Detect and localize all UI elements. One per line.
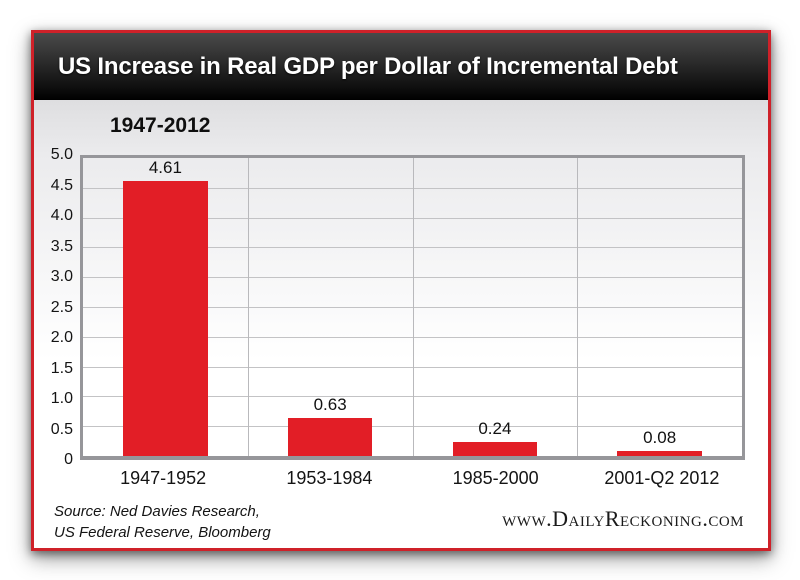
source-line-1: Source: Ned Davies Research,	[54, 503, 260, 520]
y-axis-labels: 5.0 4.5 4.0 3.5 3.0 2.5 2.0 1.5 1.0 0.5 0	[34, 146, 75, 468]
y-tick-label: 2.0	[50, 329, 73, 346]
x-tick-label: 1953-1984	[286, 468, 373, 488]
bar	[123, 181, 208, 456]
y-tick-label: 1.0	[50, 390, 73, 407]
chart-card: US Increase in Real GDP per Dollar of In…	[31, 30, 771, 551]
source-line-2: US Federal Reserve, Bloomberg	[54, 524, 271, 541]
y-tick-label: 5.0	[50, 146, 73, 163]
bar-value-label: 0.24	[478, 418, 512, 438]
y-tick-label: 1.5	[50, 359, 73, 377]
y-tick-label: 2.5	[50, 298, 73, 316]
x-axis-labels: 1947-1952 1953-1984 1985-2000 2001-Q2 2012	[80, 468, 745, 492]
vertical-gridline	[412, 158, 414, 456]
bar-value-label: 0.08	[643, 428, 677, 448]
x-tick-label: 1947-1952	[120, 468, 207, 488]
website-url: www.DailyReckoning.com	[502, 506, 744, 531]
y-tick-label: 0.5	[50, 420, 73, 438]
y-tick-label: 4.0	[50, 207, 73, 224]
y-tick-label: 0	[64, 451, 73, 468]
vertical-gridline	[577, 158, 579, 456]
x-tick-label: 1985-2000	[452, 468, 539, 488]
x-tick-label: 2001-Q2 2012	[604, 468, 720, 488]
bar	[617, 451, 702, 456]
y-tick-label: 4.5	[50, 176, 73, 194]
bar	[452, 441, 538, 456]
vertical-gridline	[247, 158, 249, 456]
chart-body: 1947-2012 5.0 4.5 4.0 3.5 3.0 2.5 2.0 1.5 1.0 0.5…	[34, 100, 768, 548]
bar-value-label: 0.63	[313, 395, 347, 415]
y-tick-label: 3.0	[50, 268, 73, 285]
chart-subtitle: 1947-2012	[110, 114, 211, 137]
bar	[287, 418, 373, 456]
source-note: Source: Ned Davies Research, US Federal …	[54, 501, 271, 543]
y-tick-label: 3.5	[50, 237, 73, 255]
bar-value-label: 4.61	[148, 158, 182, 178]
chart-title-bar: US Increase in Real GDP per Dollar of In…	[34, 33, 768, 100]
chart-title: US Increase in Real GDP per Dollar of In…	[58, 52, 678, 80]
plot-area: 4.61 0.63 0.24 0.08	[80, 155, 745, 460]
